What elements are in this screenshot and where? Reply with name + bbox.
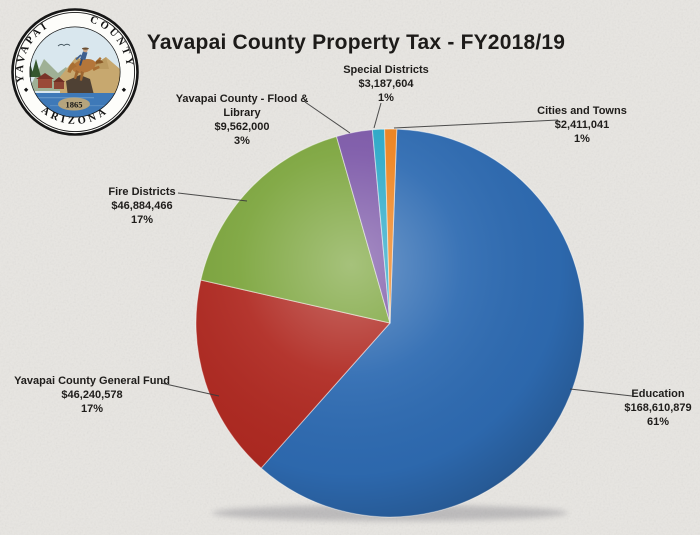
- leader-line-fire-districts: [177, 192, 248, 202]
- ranch-building: [38, 79, 52, 88]
- pie-label-fire-districts: Fire Districts $46,884,466 17%: [108, 185, 175, 227]
- slice-amount: $2,411,041: [554, 119, 610, 131]
- slice-label: Education: [631, 388, 685, 400]
- slice-label: Yavapai County General Fund: [14, 375, 170, 387]
- pie-label-special-districts: Special Districts $3,187,604 1%: [343, 63, 429, 105]
- slice-amount: $46,884,466: [111, 200, 173, 212]
- seal-diamond-icon: [23, 87, 29, 92]
- slice-percent: 17%: [130, 214, 154, 226]
- slice-amount: $168,610,879: [624, 402, 692, 414]
- leader-line-cities-towns: [393, 119, 559, 129]
- slice-label: Special Districts: [343, 64, 429, 76]
- slice-percent: 17%: [80, 403, 104, 415]
- slice-amount: $3,187,604: [358, 78, 414, 90]
- seal-scene: 1865: [29, 26, 121, 118]
- rock-outcrop: [66, 75, 94, 97]
- tree-icon: [31, 59, 41, 77]
- slice-amount: $46,240,578: [61, 389, 123, 401]
- pie-label-general-fund: Yavapai County General Fund $46,240,578 …: [14, 374, 170, 416]
- slice-label: Fire Districts: [108, 186, 176, 198]
- slice-amount: $9,562,000: [214, 121, 270, 133]
- slice-percent: 3%: [234, 135, 250, 147]
- slice-percent: 1%: [574, 133, 590, 145]
- leader-line-special-districts: [373, 102, 382, 129]
- pie-label-cities-towns: Cities and Towns $2,411,041 1%: [537, 104, 627, 146]
- leader-line-flood-library: [304, 101, 351, 134]
- pie-label-flood-library: Yavapai County - Flood & Library $9,562,…: [156, 92, 328, 148]
- slice-label: Yavapai County - Flood & Library: [175, 93, 309, 119]
- seal-diamond-icon: [121, 87, 127, 92]
- pie-slices: [195, 128, 585, 518]
- seal-year: 1865: [66, 100, 83, 110]
- barn-building: [54, 82, 64, 89]
- cowboy-on-horse: [67, 47, 104, 81]
- leader-line-general-fund: [160, 382, 220, 397]
- seal-inner-ring: [14, 11, 136, 133]
- slice-percent: 61%: [646, 416, 670, 428]
- bird-icon: [57, 43, 71, 47]
- leader-line-education: [569, 388, 633, 397]
- slice-percent: 1%: [378, 92, 394, 104]
- pie-label-education: Education $168,610,879 61%: [624, 387, 691, 429]
- yavapai-county-seal: 1865 YAVAPAI COUNTY ARIZONA: [11, 8, 139, 136]
- slice-label: Cities and Towns: [537, 105, 627, 117]
- chart-title: Yavapai County Property Tax - FY2018/19: [146, 31, 566, 54]
